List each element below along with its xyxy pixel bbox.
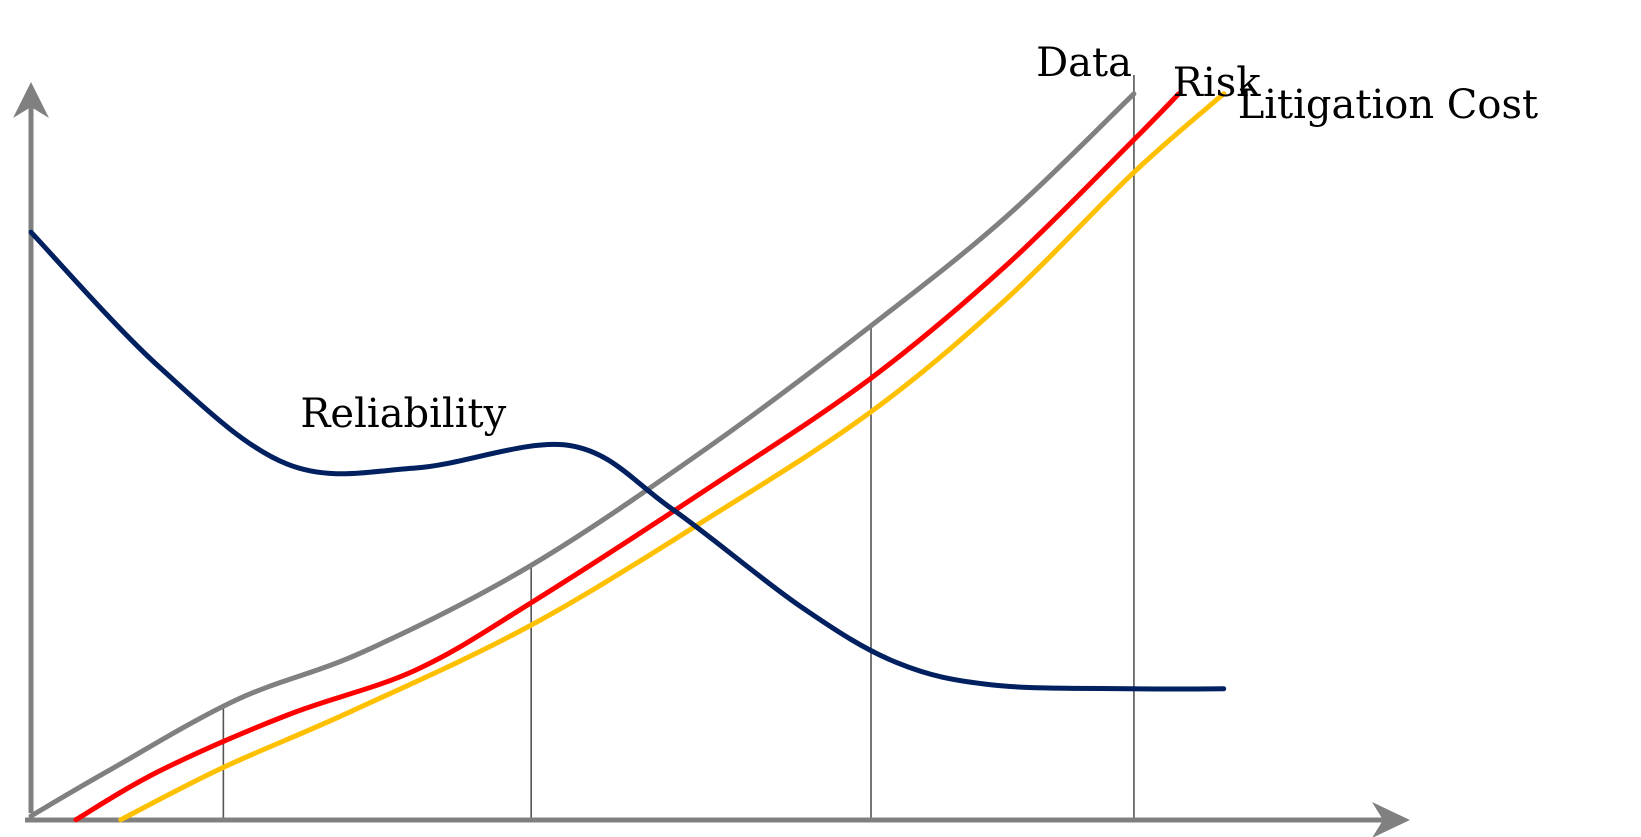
series-line-litigation-cost: [118, 91, 1227, 823]
x-axis-arrow-icon: [1372, 802, 1410, 837]
series-line-data: [28, 91, 1137, 819]
series-label-litigation-cost: Litigation Cost: [1238, 82, 1538, 128]
series-line-risk: [73, 91, 1182, 823]
y-axis-arrow-icon: [13, 82, 49, 118]
series-curves: [28, 91, 1227, 823]
series-label-risk: Risk: [1173, 60, 1261, 106]
axes: [13, 82, 1410, 837]
series-label-data: Data: [1036, 40, 1132, 86]
reference-lines: [222, 75, 1135, 820]
series-label-reliability: Reliability: [300, 391, 506, 437]
series-line-reliability: [28, 229, 1227, 692]
